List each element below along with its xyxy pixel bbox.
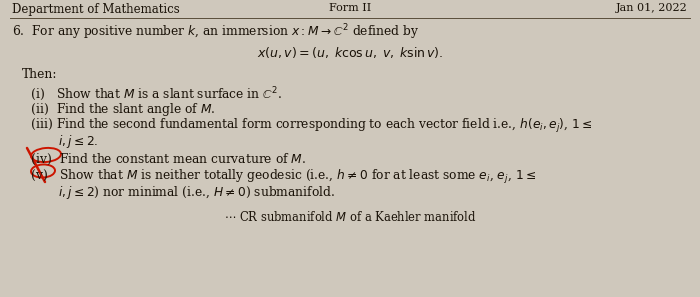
Text: 6.  For any positive number $k$, an immersion $x : M \rightarrow \mathbb{C}^2$ d: 6. For any positive number $k$, an immer… <box>12 22 419 42</box>
Text: (ii)  Find the slant angle of $M$.: (ii) Find the slant angle of $M$. <box>27 101 216 118</box>
Text: Department of Mathematics: Department of Mathematics <box>12 3 180 16</box>
Text: Form II: Form II <box>329 3 371 13</box>
Text: $x(u, v) = (u,\; k\cos u,\; v,\; k\sin v).$: $x(u, v) = (u,\; k\cos u,\; v,\; k\sin v… <box>257 45 443 60</box>
Text: Jan 01, 2022: Jan 01, 2022 <box>616 3 688 13</box>
Text: $i, j \leq 2.$: $i, j \leq 2.$ <box>58 133 99 150</box>
Text: $\cdots$ CR submanifold $M$ of a Kaehler manifold: $\cdots$ CR submanifold $M$ of a Kaehler… <box>224 210 476 224</box>
Text: (i)   Show that $M$ is a slant surface in $\mathbb{C}^2$.: (i) Show that $M$ is a slant surface in … <box>27 85 282 103</box>
Text: Then:: Then: <box>22 68 57 81</box>
Text: (iii) Find the second fundamental form corresponding to each vector field i.e., : (iii) Find the second fundamental form c… <box>27 117 593 135</box>
Text: (iv)  Find the constant mean curvature of $M$.: (iv) Find the constant mean curvature of… <box>27 152 306 167</box>
Text: (v)   Show that $M$ is neither totally geodesic (i.e., $h \neq 0$ for at least s: (v) Show that $M$ is neither totally geo… <box>27 168 536 186</box>
Text: $i, j \leq 2$) nor minimal (i.e., $H \neq 0$) submanifold.: $i, j \leq 2$) nor minimal (i.e., $H \ne… <box>58 184 335 201</box>
